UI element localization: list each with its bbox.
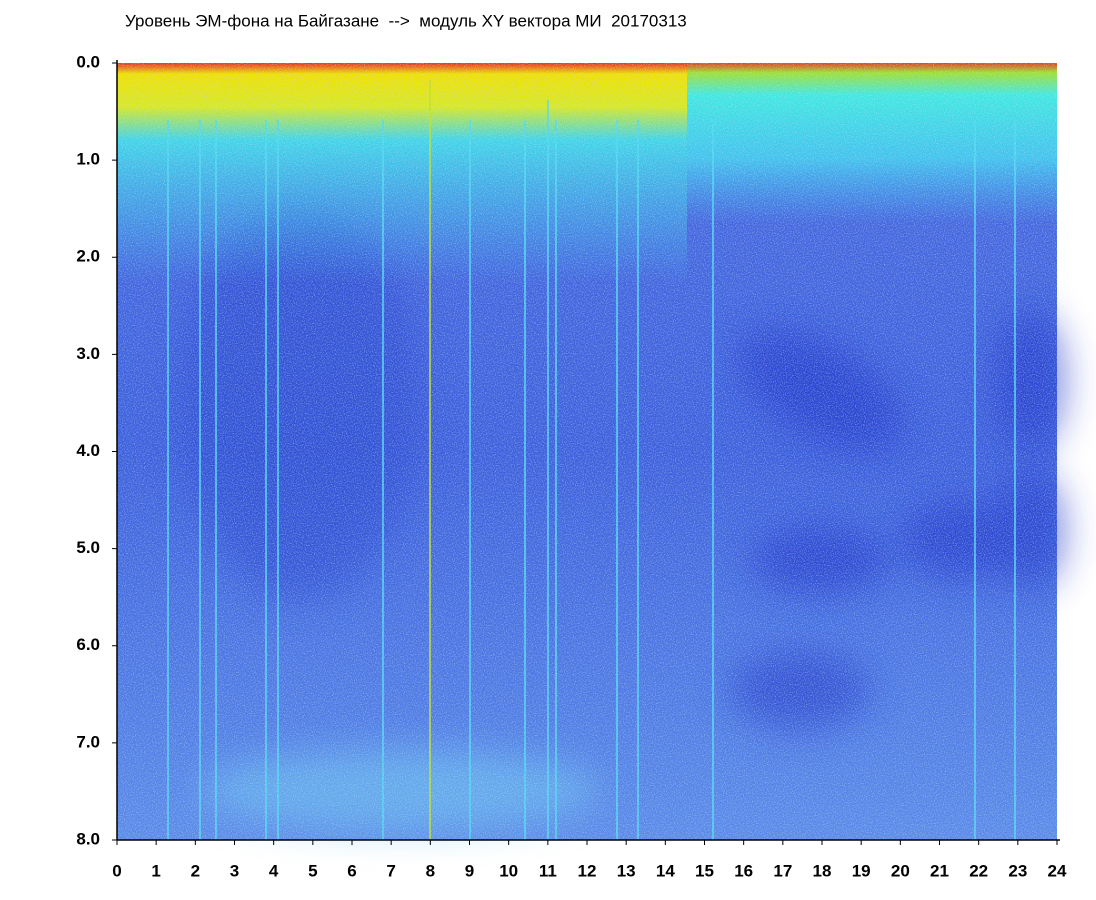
chart-title: Уровень ЭМ-фона на Байгазане --> модуль … [125, 11, 687, 30]
y-tick-label: 2.0 [76, 247, 100, 266]
x-tick-label: 9 [465, 861, 474, 880]
y-tick-label: 8.0 [76, 829, 100, 848]
x-tick-label: 16 [734, 861, 753, 880]
y-tick-label: 1.0 [76, 150, 100, 169]
x-tick-label: 15 [695, 861, 714, 880]
y-tick-label: 3.0 [76, 344, 100, 363]
y-tick-label: 0.0 [76, 52, 100, 71]
x-tick-label: 2 [191, 861, 200, 880]
x-tick-label: 18 [813, 861, 832, 880]
x-tick-label: 12 [578, 861, 597, 880]
x-tick-label: 13 [617, 861, 636, 880]
y-tick-label: 6.0 [76, 635, 100, 654]
y-tick-label: 4.0 [76, 441, 100, 460]
x-tick-label: 0 [112, 861, 121, 880]
x-tick-label: 11 [539, 861, 557, 880]
x-tick-label: 20 [891, 861, 910, 880]
x-tick-label: 6 [347, 861, 356, 880]
x-tick-label: 7 [386, 861, 395, 880]
y-tick-label: 5.0 [76, 538, 100, 557]
y-tick-label: 7.0 [76, 732, 100, 751]
x-tick-label: 8 [426, 861, 435, 880]
x-tick-label: 24 [1048, 861, 1067, 880]
x-tick-label: 1 [151, 861, 160, 880]
x-tick-label: 3 [230, 861, 239, 880]
spectrogram-image [117, 63, 1065, 840]
x-tick-label: 21 [930, 861, 949, 880]
x-tick-label: 10 [499, 861, 518, 880]
x-tick-label: 19 [852, 861, 871, 880]
x-tick-label: 22 [969, 861, 988, 880]
x-tick-label: 17 [773, 861, 792, 880]
x-tick-label: 5 [308, 861, 317, 880]
x-tick-label: 14 [656, 861, 675, 880]
x-tick-label: 23 [1008, 861, 1027, 880]
x-tick-label: 4 [269, 861, 279, 880]
